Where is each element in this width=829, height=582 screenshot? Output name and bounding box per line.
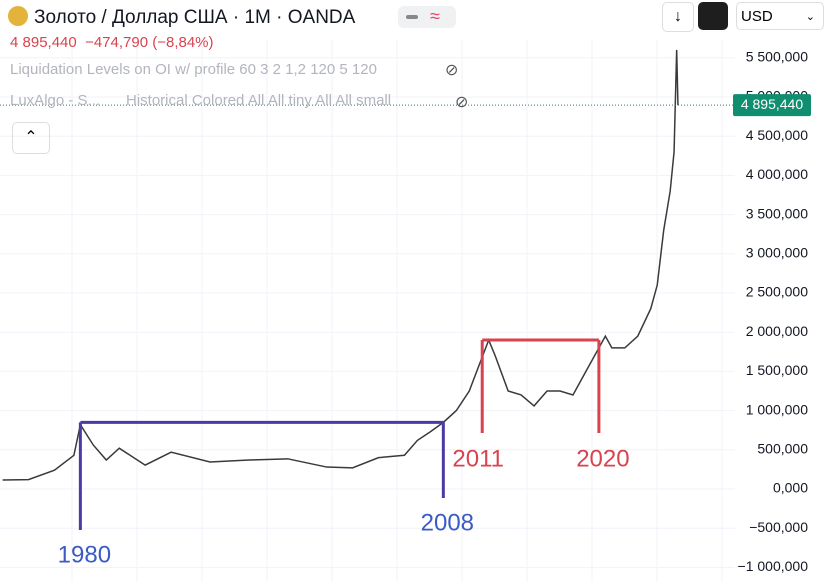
last-price-tag <box>733 94 811 117</box>
y-tick-label: 1 000,000 <box>746 401 808 417</box>
year-label: 2008 <box>421 509 474 536</box>
y-tick-label: 0,000 <box>773 480 808 496</box>
y-tick-label: 5 500,000 <box>746 48 808 64</box>
y-tick-label: 2 500,000 <box>746 284 808 300</box>
last-price-label: 4 895,440 <box>741 96 803 112</box>
toggle[interactable]: ≈ <box>398 6 456 28</box>
y-tick-label: 4 000,000 <box>746 166 808 182</box>
y-tick-label: 2 000,000 <box>746 323 808 339</box>
year-label: 2011 <box>452 445 504 472</box>
year-label: 1980 <box>58 541 111 568</box>
title: Золото / Доллар США · 1M · OANDA <box>34 7 356 28</box>
y-tick-label: 3 000,000 <box>746 244 808 260</box>
y-tick-label: 500,000 <box>757 441 808 457</box>
replay-button[interactable] <box>698 2 728 30</box>
currency-select[interactable]: USD ⌄ <box>736 2 824 30</box>
indicator: LuxAlgo - S... <box>10 92 101 109</box>
y-tick-label: −1 000,000 <box>738 558 809 574</box>
price-line <box>2 49 679 481</box>
change: −474,790 (−8,84%) <box>85 34 214 51</box>
y-tick-label: −500,000 <box>749 519 808 535</box>
collapse-button[interactable]: ⌃ <box>12 122 50 154</box>
y-tick-label: 1 500,000 <box>746 362 808 378</box>
y-tick-label: 3 500,000 <box>746 205 808 221</box>
indicator: Historical Colored All All tiny All All … <box>126 92 392 109</box>
hide-icon[interactable]: ⊘ <box>445 62 459 79</box>
price: 4 895,440 <box>10 34 77 51</box>
currency: USD <box>741 8 773 25</box>
year-label: 2020 <box>576 445 629 472</box>
symbol[interactable]: Золото / Доллар США · 1M · OANDA <box>8 6 355 29</box>
price-line: 4 895,440 −474,790 (−8,84%) <box>10 34 214 51</box>
hide-icon[interactable]: ⊘ <box>455 94 469 111</box>
y-tick-label: 4 500,000 <box>746 127 808 143</box>
down-button[interactable]: ↓ <box>662 2 694 32</box>
indicator: Liquidation Levels on OI w/ profile 60 3… <box>10 61 377 78</box>
